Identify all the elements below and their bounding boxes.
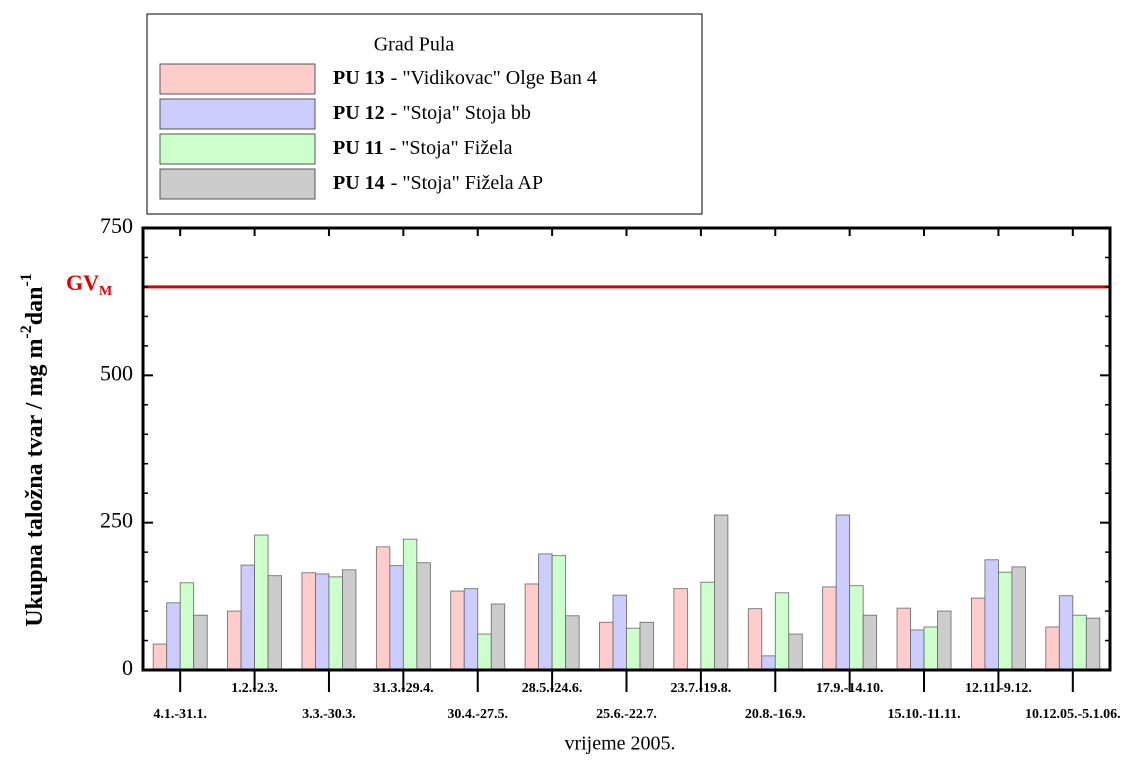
- bar: [315, 573, 330, 671]
- bar: [463, 588, 479, 671]
- bar: [240, 564, 255, 671]
- y-tick-label: 250: [100, 508, 133, 533]
- x-tick-label: 23.7.-19.8.: [671, 681, 732, 696]
- x-tick-label: 17.9.-14.10.: [816, 681, 884, 696]
- x-tick-label: 31.3.-29.4.: [373, 681, 434, 696]
- bar: [747, 608, 763, 671]
- bar: [402, 538, 418, 671]
- legend-swatch: [159, 168, 316, 200]
- bar: [254, 534, 269, 671]
- bar: [301, 572, 316, 671]
- legend-name: PU 12: [333, 102, 385, 124]
- legend-desc: - "Stoja" Stoja bb: [391, 102, 531, 124]
- bar: [998, 571, 1013, 671]
- bar: [477, 633, 492, 671]
- x-tick-label: 3.3.-30.3.: [302, 707, 356, 722]
- bar: [774, 592, 790, 671]
- y-axis-label: Ukupna taložna tvar / mg m-2dan-1: [18, 273, 48, 627]
- legend-label: PU 14 - "Stoja" Fižela AP: [333, 172, 543, 194]
- bar: [389, 565, 404, 671]
- bar: [788, 633, 803, 671]
- bar: [565, 615, 580, 671]
- bar: [700, 581, 715, 671]
- legend-label: PU 11 - "Stoja" Fižela: [333, 137, 513, 159]
- bar: [1058, 595, 1074, 671]
- legend-swatch: [159, 98, 316, 130]
- bar: [152, 643, 168, 671]
- legend-title: Grad Pula: [374, 34, 455, 56]
- bar: [538, 553, 553, 671]
- bar: [923, 626, 938, 671]
- bar: [626, 627, 641, 671]
- bar: [835, 514, 851, 671]
- bar: [179, 582, 195, 671]
- bar: [342, 569, 357, 671]
- bar: [166, 602, 181, 671]
- y-tick-label: 0: [122, 655, 133, 680]
- bar: [227, 610, 242, 671]
- x-tick-label: 15.10.-11.11.: [887, 707, 960, 722]
- bar: [375, 546, 391, 671]
- reference-label-sub: M: [99, 284, 112, 299]
- legend-swatch: [159, 63, 316, 95]
- y-tick-label: 500: [100, 360, 133, 385]
- bar: [551, 555, 567, 671]
- x-tick-label: 12.11.-9.12.: [965, 681, 1032, 696]
- bar: [612, 594, 627, 671]
- x-tick-label: 30.4.-27.5.: [447, 707, 508, 722]
- bar: [984, 559, 999, 671]
- x-axis-label: vrijeme 2005.: [564, 733, 675, 755]
- legend-name: PU 13: [333, 67, 385, 89]
- legend-label: PU 12 - "Stoja" Stoja bb: [333, 102, 531, 124]
- bar: [896, 607, 911, 671]
- bar: [1072, 614, 1087, 671]
- bar: [971, 597, 986, 671]
- legend-desc: - "Stoja" Fižela: [390, 137, 513, 159]
- bar: [1085, 617, 1101, 671]
- y-axis-label-text: Ukupna taložna tvar / mg m-2dan-1: [18, 273, 48, 627]
- legend-name: PU 11: [333, 137, 384, 159]
- bar: [416, 562, 431, 671]
- bar: [599, 621, 614, 671]
- bar: [450, 590, 465, 671]
- reference-label: GVM: [66, 270, 112, 299]
- bar: [267, 575, 282, 671]
- bar: [524, 583, 540, 671]
- x-tick-label: 10.12.05.-5.1.06.: [1025, 707, 1121, 722]
- x-tick-label: 1.2.-2.3.: [231, 681, 278, 696]
- x-tick-label: 28.5.-24.6.: [522, 681, 583, 696]
- bar: [673, 588, 688, 671]
- bar: [937, 610, 952, 671]
- y-tick-label: 750: [100, 213, 133, 238]
- bar: [849, 585, 864, 671]
- bar: [761, 655, 776, 671]
- legend-desc: - "Vidikovac" Olge Ban 4: [391, 67, 597, 89]
- bar: [639, 621, 654, 671]
- bar: [822, 586, 837, 671]
- bar: [713, 514, 729, 671]
- bar: [862, 614, 878, 671]
- bar: [193, 614, 208, 671]
- x-tick-label: 20.8.-16.9.: [745, 707, 806, 722]
- legend-desc: - "Stoja" Fižela AP: [391, 172, 543, 194]
- bar: [910, 629, 925, 671]
- x-tick-label: 25.6.-22.7.: [596, 707, 657, 722]
- reference-label-main: GV: [66, 270, 99, 295]
- legend-swatch: [159, 133, 316, 165]
- legend-name: PU 14: [333, 172, 385, 194]
- legend-label: PU 13 - "Vidikovac" Olge Ban 4: [333, 67, 597, 89]
- bar: [1011, 566, 1026, 671]
- bar: [490, 603, 506, 671]
- bar: [328, 576, 343, 671]
- bar: [1045, 626, 1060, 671]
- x-tick-label: 4.1.-31.1.: [153, 707, 207, 722]
